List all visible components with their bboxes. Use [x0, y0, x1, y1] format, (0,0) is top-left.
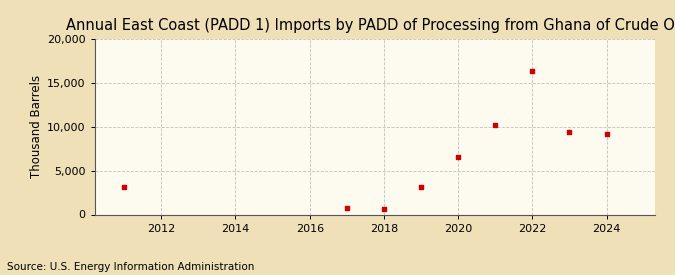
Point	[119, 185, 130, 189]
Point	[453, 155, 464, 160]
Point	[527, 69, 538, 73]
Text: Source: U.S. Energy Information Administration: Source: U.S. Energy Information Administ…	[7, 262, 254, 272]
Point	[564, 130, 575, 134]
Y-axis label: Thousand Barrels: Thousand Barrels	[30, 75, 43, 178]
Point	[490, 123, 501, 127]
Title: Annual East Coast (PADD 1) Imports by PADD of Processing from Ghana of Crude Oil: Annual East Coast (PADD 1) Imports by PA…	[66, 18, 675, 33]
Point	[416, 185, 427, 189]
Point	[379, 207, 389, 211]
Point	[342, 206, 352, 211]
Point	[601, 131, 612, 136]
